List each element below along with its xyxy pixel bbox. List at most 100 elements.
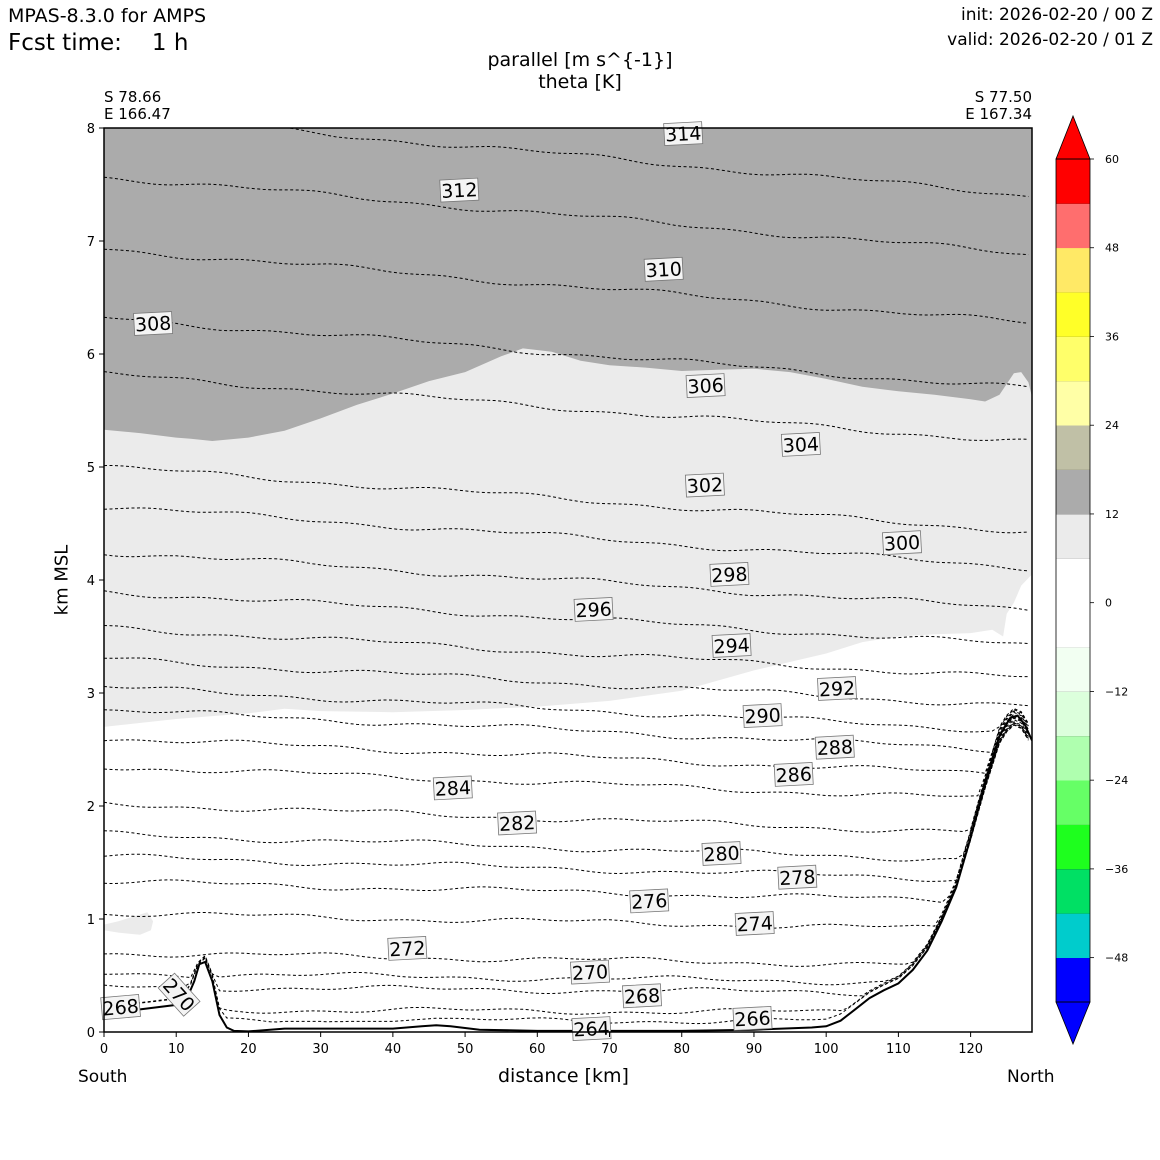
contour-label-19: 302 [684, 472, 725, 498]
contour-label-box [701, 841, 742, 866]
theta-contour-310 [104, 248, 1029, 324]
contour-label-17: 298 [709, 562, 750, 587]
contour-label-text: 314 [665, 123, 702, 147]
contour-label-14: 292 [817, 676, 857, 702]
contour-label-3: 270 [570, 959, 610, 985]
y-tick-label-5: 5 [87, 461, 95, 476]
colorbar-tick-label-1: −36 [1105, 863, 1128, 876]
contour-label-box [629, 888, 670, 914]
contour-label-box [432, 775, 473, 801]
contour-label-11: 286 [773, 762, 814, 787]
colorbar-segment-13 [1056, 380, 1090, 426]
contour-label-text: 264 [573, 1018, 610, 1042]
colorbar-segment-7 [1056, 647, 1090, 692]
theta-contour-278 [104, 717, 1029, 903]
colorbar-segment-15 [1056, 292, 1090, 337]
theta-contour-290 [104, 709, 1029, 753]
theta-contour-302 [104, 507, 1029, 572]
contour-label-21: 306 [685, 373, 726, 399]
contour-label-text: 282 [498, 812, 535, 836]
theta-contours [104, 128, 1029, 1025]
y-tick-label-8: 8 [87, 122, 95, 137]
colorbar-tick-label-5: 12 [1105, 508, 1119, 521]
contour-label-text: 284 [434, 777, 471, 801]
contour-label-box [573, 597, 614, 622]
colorbar-segment-12 [1056, 425, 1090, 470]
colorbar-segment-2 [1056, 868, 1090, 914]
right-longitude: E 167.34 [965, 105, 1032, 123]
colorbar-segment-10 [1056, 513, 1090, 559]
contour-label-box [734, 911, 775, 936]
contour-label-1: 266 [732, 1006, 773, 1031]
theta-contour-308 [104, 316, 1029, 388]
contour-label-box [709, 562, 750, 587]
contour-label-text: 310 [645, 258, 682, 282]
colorbar-over-arrow [1055, 114, 1091, 160]
contour-label-13: 290 [742, 703, 783, 729]
forecast-time-value: 1 h [151, 30, 189, 56]
contour-label-24: 312 [439, 177, 480, 203]
theta-contour-274 [104, 721, 1029, 967]
model-title: MPAS-8.3.0 for AMPS [8, 5, 207, 27]
theta-contour-300 [104, 554, 1029, 611]
colorbar-segment-5 [1056, 735, 1090, 781]
colorbar-tick-label-4: 0 [1105, 597, 1112, 610]
direction-south: South [78, 1067, 128, 1087]
contour-label-text: 302 [686, 474, 723, 498]
contour-label-9: 282 [497, 810, 538, 836]
theta-contour-286 [104, 711, 1029, 797]
colorbar-tick-label-2: −24 [1105, 774, 1128, 787]
contour-label-box [571, 1016, 612, 1041]
contour-label-box [780, 432, 821, 457]
theta-contour-276 [104, 719, 1029, 929]
contour-label-box [742, 703, 783, 728]
contour-label-20: 304 [780, 432, 821, 457]
contour-label-box [497, 810, 538, 836]
terrain-area [104, 715, 1032, 1032]
contour-label-10: 284 [432, 775, 473, 801]
theta-contour-296 [104, 625, 1029, 678]
contour-label-box [570, 959, 610, 985]
contour-label-text: 268 [102, 996, 140, 1021]
terrain-line [104, 714, 1032, 1032]
colorbar-segment-0 [1056, 957, 1090, 1003]
theta-contour-298 [104, 590, 1029, 644]
colorbar-segment-14 [1056, 336, 1090, 382]
contour-label-box [387, 936, 428, 961]
contour-label-text: 272 [389, 937, 426, 961]
direction-north: North [1007, 1067, 1055, 1087]
contour-label-25: 314 [663, 121, 704, 147]
left-coordinates: S 78.66 E 166.47 [104, 89, 171, 123]
contour-label-2: 268 [622, 983, 662, 1009]
contour-label-text: 292 [818, 678, 855, 702]
contour-label-text: 294 [713, 635, 750, 659]
colorbar-segment-16 [1056, 247, 1090, 293]
y-tick-label-0: 0 [87, 1026, 95, 1041]
theta-contour-282 [104, 715, 1029, 862]
x-tick-label-100: 100 [814, 1042, 839, 1057]
x-tick-label-80: 80 [673, 1042, 690, 1057]
contour-label-box [100, 994, 141, 1021]
chart-subtitle: theta [K] [538, 71, 622, 93]
contour-label-box [133, 311, 174, 336]
contour-label-12: 288 [814, 734, 855, 760]
contour-label-22: 308 [133, 311, 174, 337]
x-tick-label-20: 20 [240, 1042, 257, 1057]
y-tick-label-3: 3 [87, 687, 95, 702]
theta-contour-312 [104, 176, 1029, 256]
theta-contour-288 [104, 710, 1029, 774]
theta-contour-268 [104, 724, 1029, 1015]
contour-label-text: 280 [703, 843, 740, 867]
contour-label-box [684, 472, 725, 498]
right-latitude: S 77.50 [974, 88, 1032, 106]
theta-contour-272 [104, 722, 1029, 986]
contour-label-4: 272 [387, 936, 428, 961]
colorbar-tick-label-8: 48 [1105, 242, 1119, 255]
x-tick-label-0: 0 [100, 1042, 108, 1057]
colorbar-frame [1055, 158, 1091, 1003]
contour-label-8: 280 [701, 841, 742, 867]
chart-title: parallel [m s^{-1}] [487, 49, 673, 71]
colorbar-tick-label-3: −12 [1105, 685, 1128, 698]
contour-label-text: 308 [134, 313, 171, 337]
